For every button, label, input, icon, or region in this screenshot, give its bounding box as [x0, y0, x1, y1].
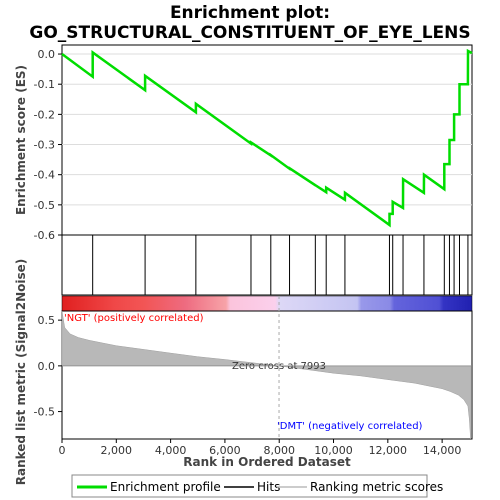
x-tick-label: 4,000 — [155, 444, 187, 457]
legend: Enrichment profile Hits Ranking metric s… — [71, 474, 443, 498]
es-tick-label: -0.6 — [34, 229, 55, 242]
es-tick-label: 0.0 — [38, 48, 56, 61]
es-tick-label: -0.2 — [34, 108, 55, 121]
negative-correlation-label: 'DMT' (negatively correlated) — [277, 421, 423, 432]
metric-axis-title: Ranked list metric (Signal2Noise) — [14, 259, 28, 486]
es-tick-label: -0.3 — [34, 139, 55, 152]
legend-metric-label: Ranking metric scores — [310, 480, 443, 494]
hits-panel — [61, 234, 473, 296]
x-tick-label: 0 — [59, 444, 66, 457]
es-tick-label: -0.5 — [34, 199, 55, 212]
ranking-metric-area — [61, 310, 471, 440]
x-tick-label: 14,000 — [423, 444, 462, 457]
x-tick-label: 2,000 — [101, 444, 133, 457]
legend-enrichment-label: Enrichment profile — [110, 480, 221, 494]
metric-tick-label: -0.5 — [34, 406, 55, 419]
x-tick-label: 8,000 — [263, 444, 295, 457]
rank-heatmap-strip — [61, 295, 473, 312]
metric-tick-label: 0.5 — [38, 314, 56, 327]
x-tick-label: 12,000 — [369, 444, 408, 457]
x-tick-label: 6,000 — [209, 444, 241, 457]
x-axis-title: Rank in Ordered Dataset — [183, 455, 351, 469]
es-axis-title: Enrichment score (ES) — [14, 65, 28, 215]
enrichment-profile-line — [61, 48, 473, 228]
chart-title-line1: Enrichment plot: — [170, 3, 330, 23]
chart-title-line2: GO_STRUCTURAL_CONSTITUENT_OF_EYE_LENS — [29, 23, 470, 43]
es-tick-label: -0.1 — [34, 78, 55, 91]
metric-tick-label: 0.0 — [38, 360, 56, 373]
x-tick-label: 10,000 — [314, 444, 353, 457]
legend-hits-label: Hits — [257, 480, 280, 494]
zero-cross-label: Zero cross at 7993 — [232, 361, 326, 372]
positive-correlation-label: 'NGT' (positively correlated) — [64, 313, 204, 324]
es-tick-label: -0.4 — [34, 169, 55, 182]
